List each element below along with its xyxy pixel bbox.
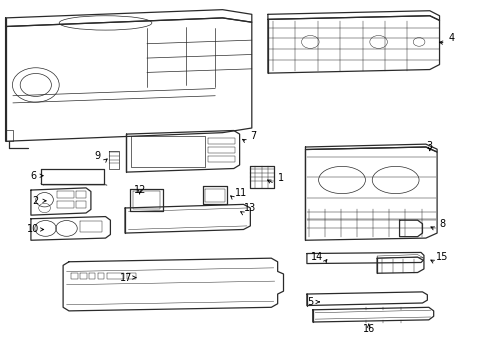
Text: 12: 12 [133, 185, 145, 195]
Text: 7: 7 [250, 131, 256, 141]
Text: 16: 16 [362, 324, 374, 334]
Text: 11: 11 [234, 188, 246, 198]
Text: 4: 4 [448, 33, 454, 43]
Text: 6: 6 [30, 171, 36, 181]
Text: 17: 17 [120, 273, 132, 283]
Text: 10: 10 [27, 225, 40, 234]
Text: 8: 8 [438, 219, 444, 229]
Text: 1: 1 [278, 173, 284, 183]
Text: 9: 9 [94, 150, 100, 161]
Text: 2: 2 [33, 196, 39, 206]
Text: 5: 5 [306, 297, 313, 307]
Text: 3: 3 [426, 141, 432, 151]
Text: 15: 15 [435, 252, 447, 262]
Text: 13: 13 [244, 203, 256, 213]
Text: 14: 14 [310, 252, 322, 262]
